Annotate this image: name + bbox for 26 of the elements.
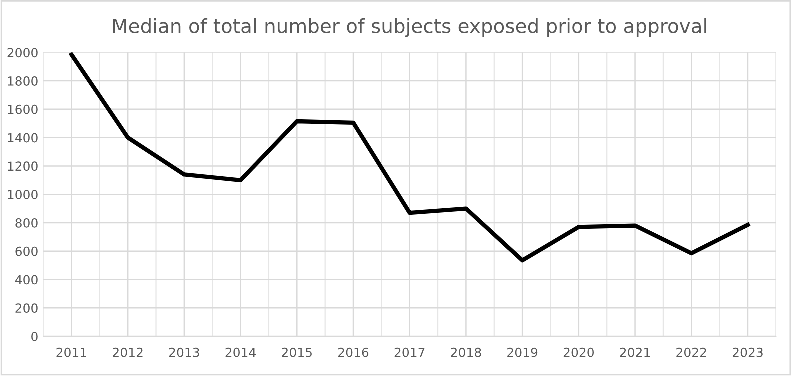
y-tick-label: 200	[16, 304, 38, 314]
x-tick-label: 2014	[226, 348, 256, 358]
y-tick-label: 1600	[8, 104, 38, 114]
x-tick-label: 2022	[676, 348, 706, 358]
x-tick-label: 2019	[508, 348, 538, 358]
x-tick-label: 2017	[394, 348, 425, 358]
y-tick-label: 1400	[8, 133, 38, 143]
y-tick-label: 800	[16, 218, 38, 228]
x-tick-label: 2016	[338, 348, 369, 358]
y-tick-label: 2000	[8, 48, 38, 58]
x-tick-label: 2020	[564, 348, 594, 358]
y-tick-label: 1200	[8, 162, 38, 172]
y-tick-label: 1000	[8, 190, 38, 200]
x-tick-label: 2012	[113, 348, 143, 358]
y-tick-label: 400	[15, 275, 38, 285]
x-tick-label: 2011	[56, 348, 86, 358]
y-tick-label: 1800	[8, 76, 38, 86]
x-tick-label: 2018	[451, 348, 482, 358]
chart-title: Median of total number of subjects exposed prior to approval	[113, 18, 706, 38]
x-tick-label: 2015	[282, 348, 312, 358]
line-series	[70, 52, 750, 263]
y-tick-label: 600	[16, 246, 38, 256]
x-tick-label: 2013	[169, 348, 200, 358]
x-tick-label: 2023	[732, 348, 763, 358]
x-tick-label: 2021	[620, 348, 650, 358]
y-tick-label: 0	[32, 332, 38, 342]
